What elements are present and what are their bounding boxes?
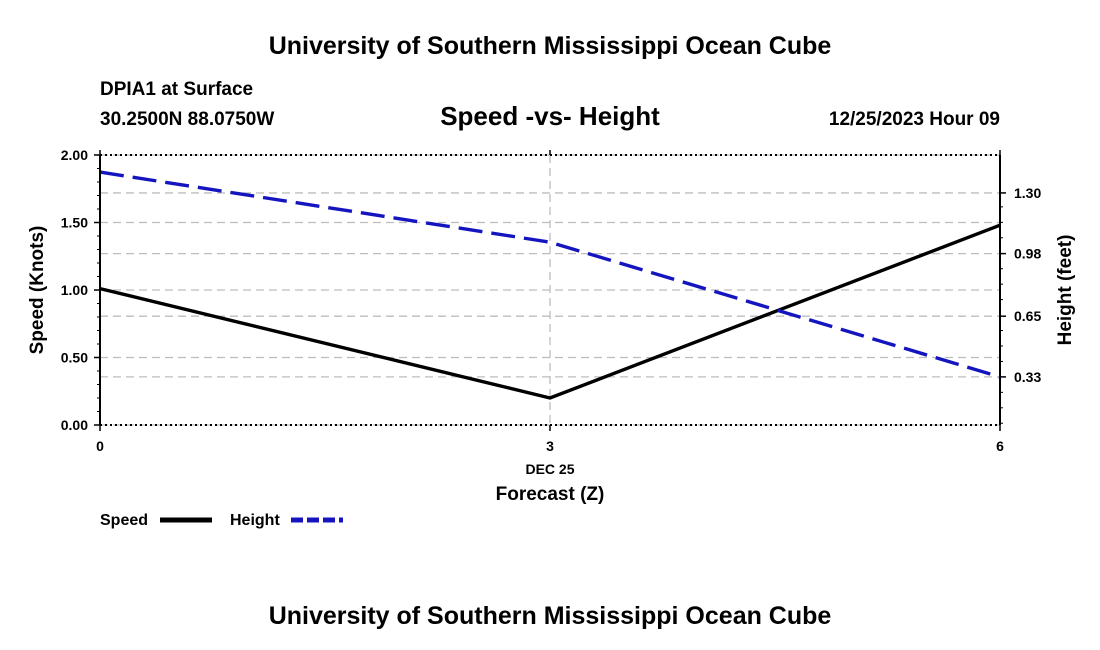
y-tick-label-1: 0.50: [61, 350, 88, 366]
station-label: DPIA1 at Surface: [100, 79, 253, 100]
y-tick-label-2: 1.00: [61, 282, 88, 298]
x-tick-label-1: 3: [546, 438, 554, 454]
y2-tick-label-0: 0.33: [1014, 369, 1041, 385]
date-label: 12/25/2023 Hour 09: [829, 109, 1000, 130]
legend-height-label: Height: [230, 512, 280, 529]
location-label: 30.2500N 88.0750W: [100, 109, 274, 130]
series-height-line: [99, 170, 1001, 379]
x-tick-label-0: 0: [96, 438, 104, 454]
y-tick-label-0: 0.00: [61, 417, 88, 433]
grid-lines: [100, 154, 1000, 426]
chart-title: Speed -vs- Height: [440, 101, 660, 131]
y2-axis-label: Height (feet): [1055, 235, 1076, 346]
y2-tick-label-2: 0.98: [1014, 246, 1041, 262]
y2-tick-label-3: 1.30: [1014, 185, 1041, 201]
series-speed-line: [99, 223, 1001, 400]
page-title: University of Southern Mississippi Ocean…: [269, 32, 832, 60]
y-axis-label: Speed (Knots): [27, 226, 48, 355]
x-tick-label-2: 6: [996, 438, 1004, 454]
axis-ticks: 0.00 0.50 1.00 1.50 2.00 0.33 0.65 0.98 1.30 0 3 6: [61, 147, 1042, 454]
y2-tick-label-1: 0.65: [1014, 308, 1041, 324]
legend: Speed Height: [100, 512, 343, 529]
legend-speed-label: Speed: [100, 512, 148, 529]
x-date-label: DEC 25: [525, 461, 574, 477]
x-axis-label: Forecast (Z): [496, 484, 605, 505]
footer-title: University of Southern Mississippi Ocean…: [269, 602, 832, 630]
y-tick-label-4: 2.00: [61, 147, 88, 163]
plot-series: [99, 170, 1001, 400]
y-tick-label-3: 1.50: [61, 215, 88, 231]
